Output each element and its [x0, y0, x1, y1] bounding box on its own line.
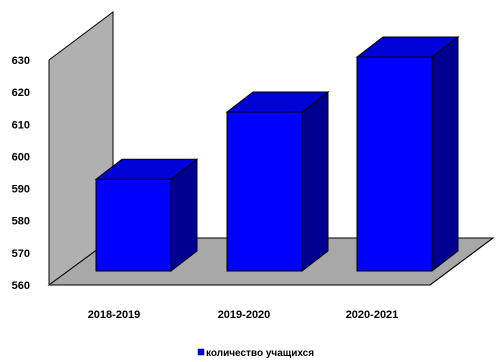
bars-group [94, 35, 460, 273]
y-tick-label: 600 [12, 151, 30, 163]
x-category-label: 2019-2020 [218, 309, 271, 321]
bar-front-face [356, 56, 433, 272]
floor-right-edge [429, 237, 494, 286]
y-tick-label: 580 [12, 216, 30, 228]
y-tick-label: 570 [12, 248, 30, 260]
bar-side-face [301, 91, 329, 273]
y-tick-label: 560 [12, 280, 30, 292]
bar-side-face [431, 35, 459, 273]
x-axis-labels: 2018-2019 2019-2020 2020-2021 [88, 309, 399, 321]
y-tick-label: 610 [12, 119, 30, 131]
legend-label: количество учащихся [206, 348, 314, 359]
bar [355, 35, 460, 273]
legend: количество учащихся [197, 348, 314, 359]
bar [94, 158, 199, 273]
legend-swatch [197, 348, 205, 356]
y-axis-ticks: 560 570 580 590 600 610 620 630 [12, 55, 30, 292]
x-category-label: 2020-2021 [346, 309, 399, 321]
y-tick-label: 630 [12, 55, 30, 67]
x-category-label: 2018-2019 [88, 309, 141, 321]
bar-front-face [95, 178, 172, 272]
y-tick-label: 620 [12, 87, 30, 99]
bar-front-face [226, 111, 303, 272]
y-tick-label: 590 [12, 184, 30, 196]
bar [225, 91, 330, 273]
